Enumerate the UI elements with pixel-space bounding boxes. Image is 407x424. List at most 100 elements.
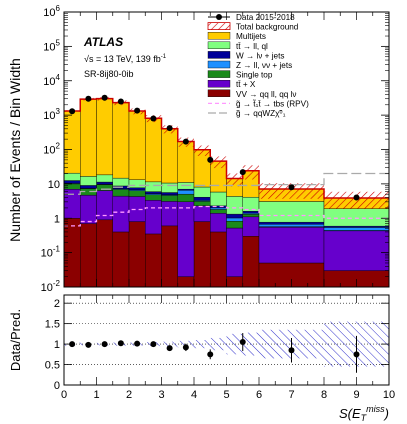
ratio-y-tick-label: 2 <box>54 298 60 310</box>
bkg-uncertainty-11 <box>226 173 243 187</box>
bar-6-5 <box>128 179 146 188</box>
bar-3-8 <box>177 193 195 202</box>
bar-1-8 <box>177 276 195 287</box>
bar-2-11 <box>226 227 243 277</box>
signal-curves <box>64 172 389 227</box>
legend-entry-label: Multijets <box>236 32 266 41</box>
bar-2-2 <box>80 194 97 224</box>
ratio-point-11 <box>288 347 295 354</box>
x-tick-label: 0 <box>61 389 67 401</box>
y-tick-label: 103 <box>43 107 60 122</box>
legend-entry-label: Data 2015-2018 <box>236 13 295 22</box>
legend-entry-label: Z → ll, νν + jets <box>236 61 292 70</box>
bar-2-14 <box>323 230 389 271</box>
bar-6-9 <box>193 186 211 198</box>
ratio-point-8 <box>182 344 189 351</box>
ratio-y-tick-label: 0 <box>54 380 60 392</box>
legend-marker-box <box>207 70 231 78</box>
data-point-12 <box>353 194 360 201</box>
y-tick-label: 104 <box>43 73 60 88</box>
atlas-label: ATLAS <box>83 35 123 49</box>
y-tick-label: 105 <box>43 38 60 53</box>
data-point-9 <box>207 156 214 163</box>
bar-4-8 <box>177 190 195 195</box>
data-point-1 <box>69 108 76 115</box>
bar-1-10 <box>210 231 227 287</box>
bar-5-1 <box>64 180 81 184</box>
legend-entry-label: VV → qq ll, qq lν <box>236 90 297 99</box>
ratio-point-12 <box>353 351 360 358</box>
ratio-point-9 <box>207 351 214 358</box>
ratio-point-10 <box>239 339 246 346</box>
bar-3-9 <box>193 201 211 207</box>
y-tick-label: 106 <box>43 4 60 19</box>
x-tick-label: 6 <box>256 389 262 401</box>
stacked-histogram <box>64 96 389 287</box>
bar-3-10 <box>210 209 227 214</box>
ratio-y-tick-label: 1 <box>54 339 60 351</box>
y-tick-label: 10-2 <box>41 279 61 294</box>
ratio-band-bin-9 <box>194 340 211 349</box>
ratio-y-axis-label: Data/Pred. <box>8 309 23 371</box>
bar-5-13 <box>258 221 325 225</box>
legend-marker-total <box>207 22 231 31</box>
bar-7-7 <box>161 128 178 184</box>
ratio-point-1 <box>69 341 76 348</box>
main-y-axis-label: Number of Events / Bin Width <box>7 58 23 242</box>
y-tick-label: 102 <box>43 142 60 157</box>
x-tick-label: 9 <box>353 389 359 401</box>
bar-6-3 <box>96 174 113 183</box>
bar-6-1 <box>64 172 81 181</box>
data-point-7 <box>166 125 173 132</box>
bar-3-12 <box>242 214 260 218</box>
bar-2-10 <box>210 213 227 233</box>
bar-1-7 <box>161 225 178 287</box>
bar-6-7 <box>161 182 178 193</box>
legend-marker-box <box>207 89 231 98</box>
bar-6-10 <box>210 191 227 207</box>
x-tick-label: 4 <box>191 389 197 401</box>
ratio-point-3 <box>101 341 108 348</box>
ratio-point-6 <box>150 341 157 348</box>
main-plot-panel: 10-2 10-1 1 10 102 103 104 105 106 Number of Eve… <box>7 4 390 294</box>
data-point-4 <box>117 98 124 105</box>
x-axis: 0 1 2 3 4 5 6 7 8 9 10 <box>61 295 395 401</box>
legend-entry-label: tt̄ → ll, ql <box>236 42 268 51</box>
bkg-uncertainty-13 <box>259 183 324 199</box>
bar-3-5 <box>128 190 146 197</box>
bar-4-14 <box>323 227 389 231</box>
x-tick-label: 5 <box>223 389 229 401</box>
bar-3-6 <box>145 194 162 201</box>
bar-2-9 <box>193 205 211 222</box>
bar-6-13 <box>258 201 325 223</box>
bar-1-13 <box>258 262 325 287</box>
ratio-band-bin-11 <box>226 333 243 355</box>
bar-4-10 <box>210 207 227 210</box>
bar-5-12 <box>242 211 260 214</box>
bar-7-3 <box>96 98 113 176</box>
bar-2-1 <box>64 188 81 219</box>
bar-7-2 <box>80 98 97 177</box>
ratio-data-points <box>69 333 360 373</box>
bkg-uncertainty-10 <box>210 156 227 169</box>
legend-marker-box <box>207 79 231 88</box>
bar-2-4 <box>112 195 130 233</box>
bar-2-8 <box>177 201 195 277</box>
ratio-point-4 <box>117 340 124 347</box>
bar-3-11 <box>226 221 243 229</box>
data-point-3 <box>101 94 108 101</box>
data-point-5 <box>134 107 141 114</box>
bar-1-4 <box>112 231 130 287</box>
x-tick-label: 8 <box>321 389 327 401</box>
bar-1-5 <box>128 221 146 287</box>
legend-entry-label: tt̄ + X <box>236 80 256 89</box>
bar-5-6 <box>145 191 162 194</box>
legend-marker-box <box>207 60 231 69</box>
ratio-uncertainty-band <box>64 321 389 367</box>
ratio-band-bin-7 <box>161 341 178 347</box>
bar-5-2 <box>80 185 97 189</box>
ratio-band-bin-12 <box>242 332 259 356</box>
bar-5-5 <box>128 187 146 191</box>
